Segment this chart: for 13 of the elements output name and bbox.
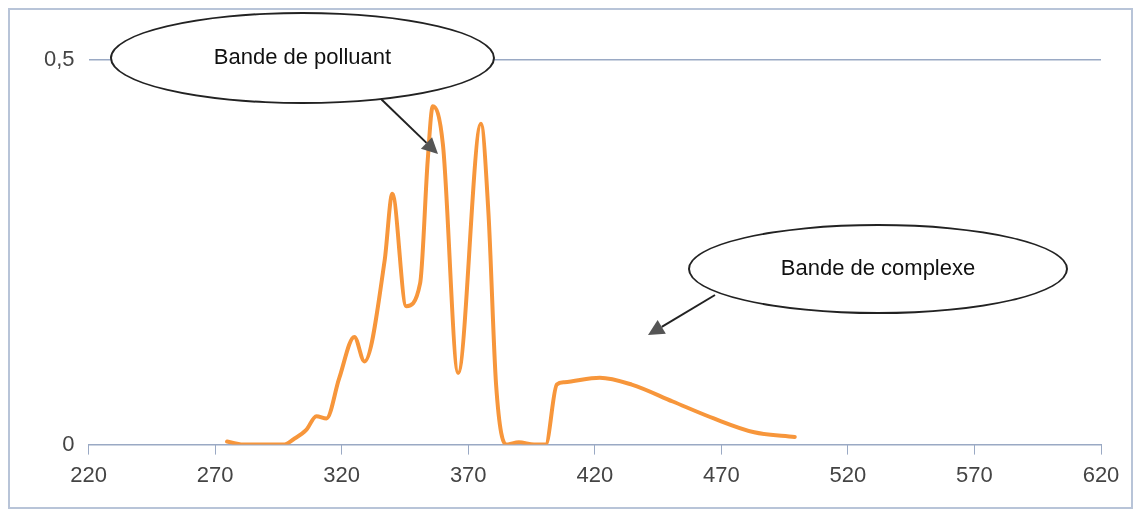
x-tick-label: 420 <box>576 461 614 487</box>
y-tick-label: 0 <box>62 430 75 456</box>
annotation: Bande de complexe <box>779 255 977 281</box>
y-tick-label: 0,5 <box>43 46 75 72</box>
x-tick-label: 370 <box>449 461 487 487</box>
annotation: Bande de polluant <box>212 44 393 70</box>
x-tick-label: 570 <box>956 461 993 487</box>
x-tick-label: 270 <box>196 461 234 487</box>
x-tick-label: 220 <box>70 461 107 487</box>
x-tick-label: 470 <box>702 461 740 487</box>
x-tick-label: 320 <box>323 461 361 487</box>
x-tick-label: 520 <box>829 461 867 487</box>
x-tick-label: 620 <box>1082 461 1120 487</box>
